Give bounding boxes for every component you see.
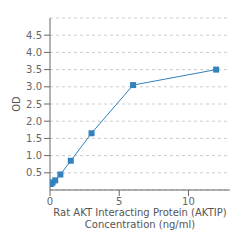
- svg-text:3.0: 3.0: [26, 81, 42, 92]
- svg-text:0.5: 0.5: [26, 167, 42, 178]
- svg-text:5: 5: [116, 196, 122, 207]
- svg-text:0: 0: [47, 196, 53, 207]
- svg-text:3.5: 3.5: [26, 64, 42, 75]
- svg-text:2.0: 2.0: [26, 116, 42, 127]
- svg-text:1.0: 1.0: [26, 150, 42, 161]
- svg-text:4.5: 4.5: [26, 30, 42, 41]
- svg-text:10: 10: [182, 196, 195, 207]
- svg-text:OD: OD: [11, 96, 22, 112]
- svg-text:2.5: 2.5: [26, 99, 42, 110]
- svg-text:Rat AKT Interacting Protein (A: Rat AKT Interacting Protein (AKTIP)Conce…: [53, 207, 226, 230]
- svg-text:1.5: 1.5: [26, 133, 42, 144]
- svg-text:4.0: 4.0: [26, 47, 42, 58]
